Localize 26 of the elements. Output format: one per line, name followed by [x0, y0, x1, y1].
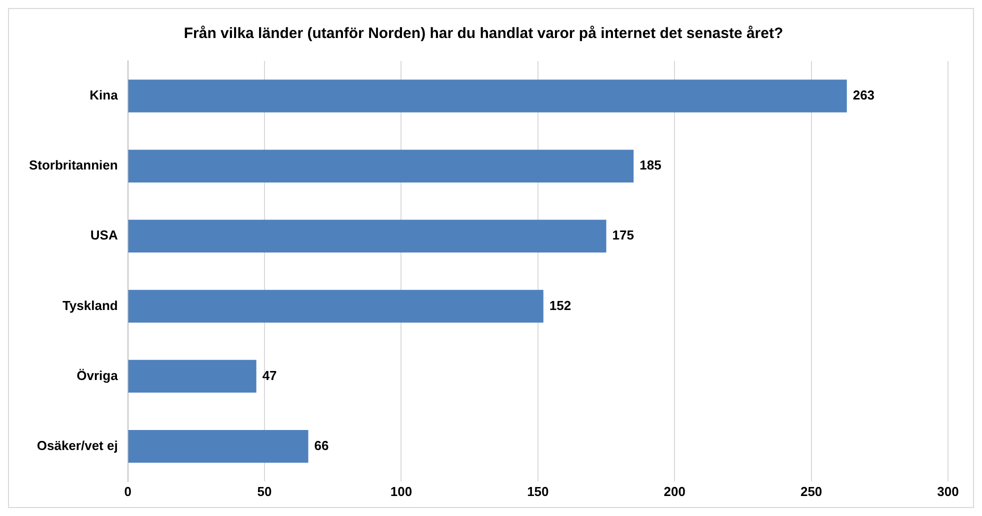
data-label: 47	[262, 368, 277, 383]
bar	[128, 220, 606, 253]
data-label: 66	[314, 438, 329, 453]
x-tick-label: 50	[257, 484, 272, 499]
y-tick-label: Övriga	[76, 368, 119, 383]
y-tick-label: Kina	[90, 88, 119, 103]
x-tick-label: 300	[937, 484, 959, 499]
y-tick-label: USA	[90, 228, 118, 243]
data-label: 185	[640, 158, 662, 173]
x-tick-label: 250	[800, 484, 822, 499]
x-tick-label: 150	[527, 484, 549, 499]
bar	[128, 290, 544, 323]
bar	[128, 430, 308, 463]
chart-title: Från vilka länder (utanför Norden) har du handlat varor på internet det senaste året?	[184, 25, 784, 42]
y-tick-label: Storbritannien	[28, 158, 118, 173]
x-tick-label: 200	[664, 484, 686, 499]
bar	[128, 80, 847, 112]
bar	[128, 360, 256, 393]
data-label: 152	[549, 298, 572, 313]
bar	[128, 150, 634, 182]
y-tick-label: Osäker/vet ej	[36, 438, 118, 453]
x-tick-label: 0	[124, 484, 132, 499]
x-tick-label: 100	[390, 484, 412, 499]
y-tick-label: Tyskland	[62, 298, 118, 313]
data-label: 175	[612, 228, 634, 243]
data-label: 263	[852, 88, 875, 103]
